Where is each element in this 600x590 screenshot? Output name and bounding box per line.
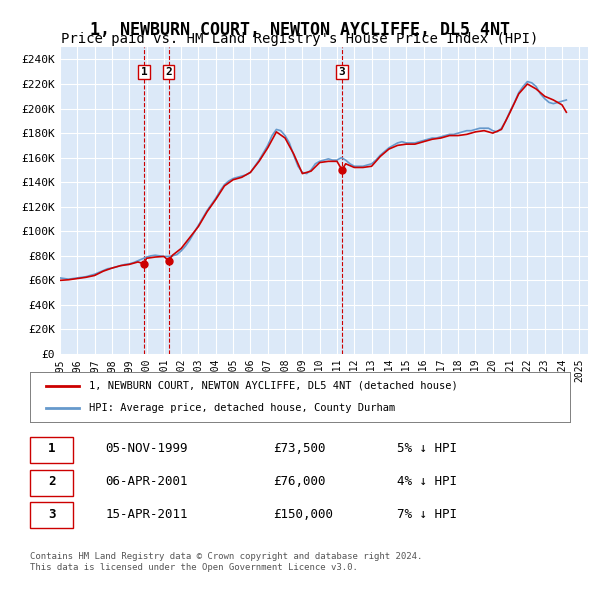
Text: 5% ↓ HPI: 5% ↓ HPI xyxy=(397,442,457,455)
Text: 1, NEWBURN COURT, NEWTON AYCLIFFE, DL5 4NT (detached house): 1, NEWBURN COURT, NEWTON AYCLIFFE, DL5 4… xyxy=(89,381,458,391)
Text: This data is licensed under the Open Government Licence v3.0.: This data is licensed under the Open Gov… xyxy=(30,563,358,572)
Text: 2: 2 xyxy=(48,475,55,488)
Text: £76,000: £76,000 xyxy=(273,475,325,488)
FancyBboxPatch shape xyxy=(30,437,73,463)
Text: 3: 3 xyxy=(48,508,55,521)
Text: 1, NEWBURN COURT, NEWTON AYCLIFFE, DL5 4NT: 1, NEWBURN COURT, NEWTON AYCLIFFE, DL5 4… xyxy=(90,21,510,39)
Text: 4% ↓ HPI: 4% ↓ HPI xyxy=(397,475,457,488)
Text: 7% ↓ HPI: 7% ↓ HPI xyxy=(397,508,457,521)
Text: 06-APR-2001: 06-APR-2001 xyxy=(106,475,188,488)
Text: 05-NOV-1999: 05-NOV-1999 xyxy=(106,442,188,455)
Text: 15-APR-2011: 15-APR-2011 xyxy=(106,508,188,521)
Text: Price paid vs. HM Land Registry's House Price Index (HPI): Price paid vs. HM Land Registry's House … xyxy=(61,32,539,47)
FancyBboxPatch shape xyxy=(30,470,73,496)
Text: 1: 1 xyxy=(48,442,55,455)
Text: 3: 3 xyxy=(338,67,346,77)
Text: £150,000: £150,000 xyxy=(273,508,333,521)
Text: £73,500: £73,500 xyxy=(273,442,325,455)
Text: HPI: Average price, detached house, County Durham: HPI: Average price, detached house, Coun… xyxy=(89,403,395,413)
Text: Contains HM Land Registry data © Crown copyright and database right 2024.: Contains HM Land Registry data © Crown c… xyxy=(30,552,422,560)
FancyBboxPatch shape xyxy=(30,502,73,529)
Text: 2: 2 xyxy=(165,67,172,77)
Text: 1: 1 xyxy=(140,67,148,77)
